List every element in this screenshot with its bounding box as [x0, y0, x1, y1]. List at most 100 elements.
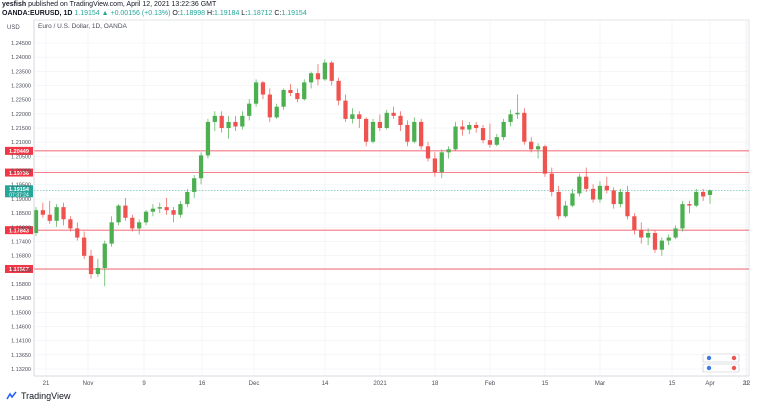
candle[interactable] — [487, 123, 493, 148]
candle[interactable] — [88, 249, 94, 279]
candle[interactable] — [315, 64, 321, 86]
candle[interactable] — [40, 202, 46, 218]
candle[interactable] — [47, 201, 52, 224]
candle[interactable] — [680, 201, 685, 232]
candle[interactable] — [590, 184, 596, 203]
candle[interactable] — [625, 185, 630, 220]
candle[interactable] — [425, 141, 431, 162]
candle[interactable] — [453, 121, 458, 151]
candle[interactable] — [198, 152, 204, 185]
candle[interactable] — [432, 152, 438, 177]
candle[interactable] — [247, 99, 252, 121]
candle[interactable] — [130, 214, 135, 232]
candle[interactable] — [694, 188, 699, 208]
candle[interactable] — [226, 115, 231, 139]
candle[interactable] — [116, 204, 121, 226]
candle[interactable] — [446, 146, 451, 159]
candle[interactable] — [515, 94, 520, 119]
candle[interactable] — [652, 229, 658, 253]
candle[interactable] — [343, 94, 348, 122]
candle[interactable] — [164, 198, 169, 215]
candle[interactable] — [61, 202, 66, 226]
author-name[interactable]: yesfish — [2, 1, 27, 8]
candle[interactable] — [357, 111, 362, 129]
candle[interactable] — [302, 79, 307, 101]
candle[interactable] — [707, 189, 713, 204]
candle[interactable] — [405, 120, 410, 147]
candle[interactable] — [68, 216, 73, 232]
candle[interactable] — [419, 118, 424, 150]
tradingview-logo-icon[interactable] — [6, 391, 18, 401]
candle[interactable] — [54, 204, 59, 227]
candle[interactable] — [639, 222, 644, 244]
candle[interactable] — [267, 88, 272, 122]
candle[interactable] — [212, 111, 217, 132]
candle[interactable] — [618, 188, 623, 208]
candle[interactable] — [542, 144, 548, 177]
candle[interactable] — [253, 79, 259, 107]
candle[interactable] — [398, 111, 403, 132]
candle[interactable] — [350, 108, 355, 124]
candle[interactable] — [556, 185, 561, 220]
candle[interactable] — [219, 111, 224, 133]
candle[interactable] — [645, 228, 651, 246]
candle[interactable] — [157, 202, 162, 214]
candle[interactable] — [604, 176, 609, 194]
candle[interactable] — [123, 198, 128, 221]
candle[interactable] — [75, 222, 80, 241]
candle[interactable] — [412, 117, 417, 144]
candle[interactable] — [308, 71, 314, 89]
candle[interactable] — [370, 118, 376, 144]
candle[interactable] — [632, 213, 637, 235]
candle[interactable] — [82, 231, 87, 259]
candle[interactable] — [666, 234, 671, 246]
candle[interactable] — [577, 173, 582, 197]
candle[interactable] — [336, 77, 341, 106]
candle[interactable] — [501, 118, 506, 141]
candle[interactable] — [143, 210, 149, 226]
candle[interactable] — [597, 181, 603, 203]
symbol-label[interactable]: OANDA:EURUSD, 1D — [2, 10, 73, 17]
candle[interactable] — [95, 258, 101, 278]
candle[interactable] — [288, 83, 293, 97]
log-scale-icon[interactable] — [702, 353, 740, 363]
candle[interactable] — [185, 188, 190, 208]
candle[interactable] — [363, 117, 369, 147]
candle[interactable] — [563, 201, 568, 218]
candle[interactable] — [33, 207, 39, 237]
tradingview-brand[interactable]: TradingView — [21, 391, 71, 401]
candle[interactable] — [171, 207, 176, 223]
candle[interactable] — [474, 121, 479, 133]
candle[interactable] — [205, 118, 211, 159]
candle[interactable] — [584, 167, 589, 192]
candle[interactable] — [274, 103, 279, 119]
candle[interactable] — [233, 115, 238, 132]
candle[interactable] — [570, 188, 575, 208]
candle[interactable] — [295, 88, 300, 103]
candle[interactable] — [529, 137, 534, 153]
candle[interactable] — [687, 201, 692, 214]
candle[interactable] — [240, 111, 245, 130]
candle[interactable] — [460, 120, 465, 136]
candle[interactable] — [494, 134, 499, 147]
candle[interactable] — [322, 59, 327, 81]
candle[interactable] — [700, 188, 706, 202]
candle[interactable] — [535, 143, 541, 159]
candle[interactable] — [329, 61, 334, 86]
candle[interactable] — [508, 109, 513, 127]
candle[interactable] — [467, 121, 472, 135]
candle[interactable] — [673, 225, 678, 240]
candle[interactable] — [377, 114, 383, 132]
candle[interactable] — [178, 201, 183, 218]
candle[interactable] — [260, 80, 266, 100]
candle[interactable] — [549, 167, 554, 197]
percent-scale-icon[interactable] — [702, 363, 740, 373]
candle[interactable] — [439, 149, 444, 179]
candle[interactable] — [137, 219, 142, 235]
candle[interactable] — [109, 216, 114, 247]
candle[interactable] — [281, 88, 286, 110]
candle[interactable] — [102, 240, 107, 287]
candle[interactable] — [391, 106, 396, 119]
candle[interactable] — [659, 237, 664, 256]
